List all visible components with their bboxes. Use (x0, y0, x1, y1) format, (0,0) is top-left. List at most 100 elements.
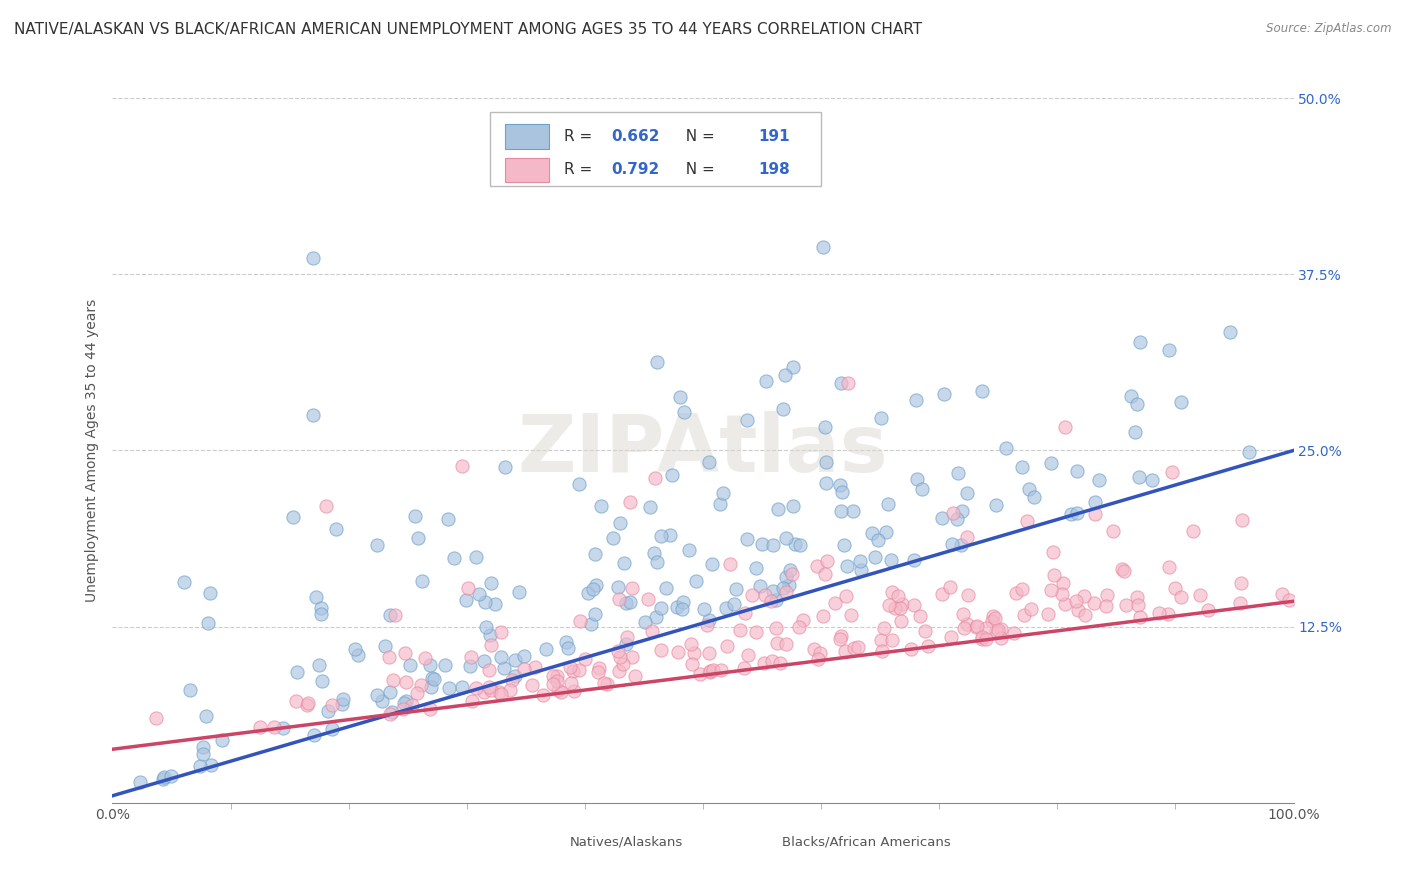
Point (404, 508, 426, 523)
Point (830, 630, 852, 644)
Point (409, 678, 432, 692)
Point (957, 588, 980, 602)
Point (560, 660, 582, 674)
Point (1067, 603, 1090, 617)
Point (398, 657, 420, 672)
Point (946, 512, 969, 526)
Point (621, 649, 644, 664)
Point (1066, 506, 1088, 520)
Point (1102, 524, 1125, 538)
Point (734, 607, 756, 621)
Point (682, 646, 704, 660)
Point (1140, 474, 1163, 488)
Point (1066, 593, 1088, 607)
FancyBboxPatch shape (531, 832, 561, 852)
Point (1004, 586, 1026, 600)
Point (505, 653, 527, 667)
Point (877, 598, 900, 612)
Point (849, 563, 872, 577)
Point (938, 580, 960, 594)
Point (609, 650, 631, 665)
Point (1123, 425, 1146, 439)
Point (478, 663, 501, 677)
Point (710, 663, 733, 677)
FancyBboxPatch shape (505, 158, 550, 182)
Point (811, 240, 834, 254)
Point (759, 594, 782, 608)
Text: Natives/Alaskans: Natives/Alaskans (569, 836, 683, 849)
Point (718, 557, 741, 571)
Point (413, 651, 436, 665)
Point (464, 681, 486, 695)
Point (1157, 343, 1180, 357)
Point (582, 582, 605, 596)
Point (889, 601, 911, 615)
Point (179, 682, 201, 697)
Point (474, 619, 496, 633)
Point (965, 619, 987, 633)
Point (308, 657, 330, 672)
Point (304, 728, 326, 742)
Point (1083, 596, 1105, 610)
Point (1022, 490, 1045, 504)
Point (650, 529, 672, 543)
Point (702, 663, 724, 677)
Point (806, 558, 828, 573)
Point (842, 504, 865, 518)
Point (754, 656, 776, 670)
Point (780, 567, 803, 582)
Point (709, 497, 731, 511)
Point (832, 538, 855, 552)
Point (616, 630, 638, 644)
Point (1017, 514, 1039, 528)
Point (689, 667, 711, 681)
Point (614, 596, 637, 610)
Point (984, 498, 1007, 512)
Point (737, 648, 759, 662)
Point (634, 615, 657, 630)
Point (484, 597, 506, 611)
Point (330, 697, 353, 711)
Point (1054, 419, 1077, 434)
Point (1084, 495, 1107, 509)
Point (842, 640, 865, 655)
Point (699, 665, 721, 680)
Point (972, 632, 994, 647)
Point (505, 669, 527, 683)
Point (1040, 582, 1063, 597)
Point (302, 251, 325, 265)
Point (647, 355, 669, 369)
Point (1147, 606, 1170, 620)
Point (546, 673, 568, 688)
Point (531, 688, 554, 702)
Point (835, 559, 858, 574)
Point (395, 675, 418, 690)
Point (1066, 464, 1088, 478)
Point (891, 598, 914, 612)
Text: 0.662: 0.662 (610, 129, 659, 145)
Point (766, 635, 789, 649)
Point (153, 770, 176, 784)
Point (607, 581, 630, 595)
Point (297, 696, 319, 710)
Point (591, 500, 613, 514)
Point (908, 609, 931, 624)
Point (828, 632, 851, 646)
Point (524, 660, 547, 674)
Point (904, 392, 927, 407)
Point (401, 698, 423, 712)
Point (285, 665, 308, 679)
Point (716, 600, 738, 615)
Point (607, 592, 630, 607)
Point (725, 582, 748, 596)
Point (1129, 610, 1152, 624)
Point (946, 466, 969, 480)
Point (391, 702, 413, 716)
Point (650, 642, 672, 657)
Point (619, 495, 641, 509)
Point (955, 617, 977, 632)
Point (249, 720, 271, 734)
Point (585, 578, 607, 592)
Point (281, 509, 304, 524)
Point (1014, 607, 1036, 622)
